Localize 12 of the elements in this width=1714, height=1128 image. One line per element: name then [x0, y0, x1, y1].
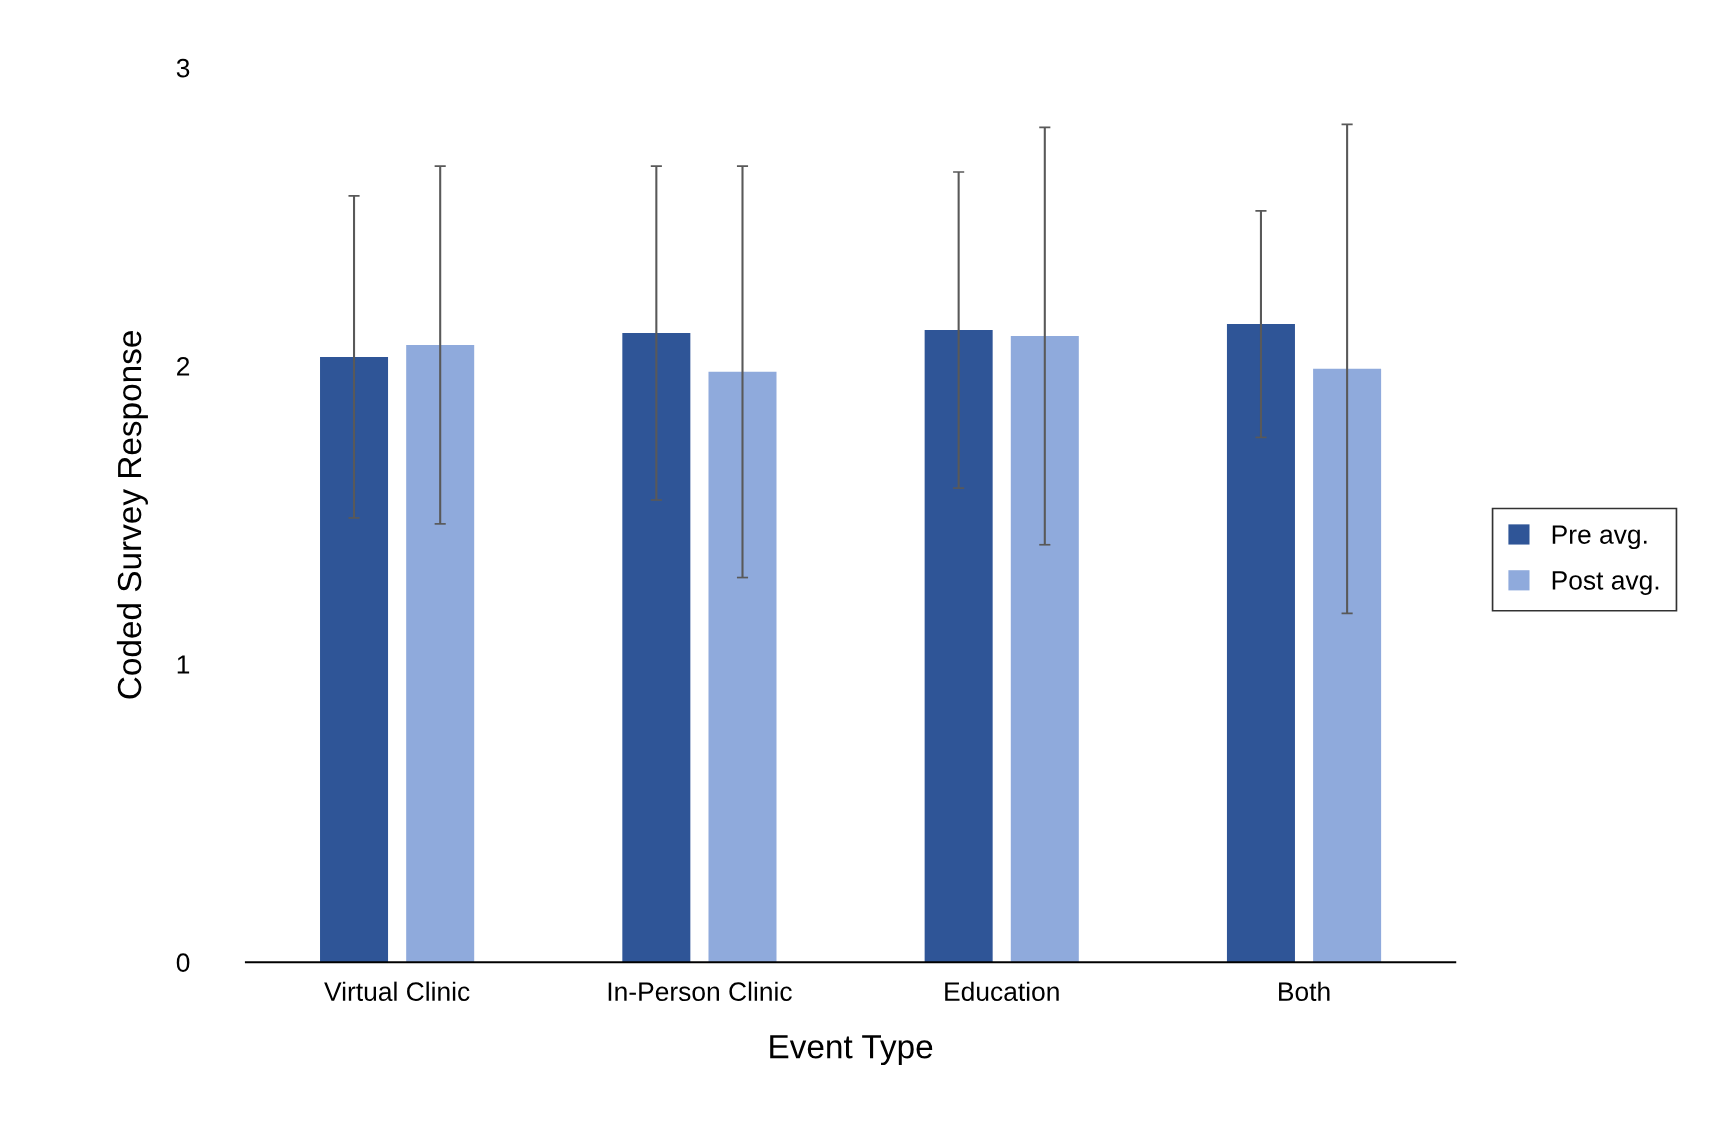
legend-label: Post avg.: [1552, 571, 1659, 595]
y-tick-label: 3: [176, 58, 190, 78]
legend-label: Pre avg.: [1552, 525, 1647, 550]
x-tick-label: Virtual Clinic: [324, 981, 470, 1002]
y-tick-label: 2: [177, 356, 190, 376]
y-tick-label: 1: [177, 655, 190, 674]
y-tick-label: 0: [176, 953, 190, 973]
x-tick-label: In-Person Clinic: [608, 981, 792, 1002]
x-tick-label: Both: [1279, 981, 1330, 1002]
x-axis-title: Event Type: [770, 1035, 933, 1066]
x-tick-label: Education: [945, 981, 1059, 1002]
y-axis-title: Coded Survey Response: [116, 331, 148, 699]
